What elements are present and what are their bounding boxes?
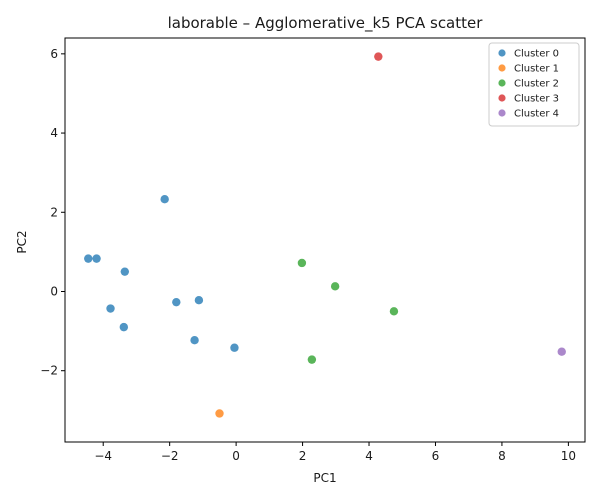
y-axis-label: PC2 xyxy=(15,230,29,253)
x-tick-label: 8 xyxy=(498,449,506,463)
legend-marker xyxy=(498,94,506,102)
data-point xyxy=(215,409,224,418)
x-tick-label: 6 xyxy=(432,449,440,463)
legend-box xyxy=(488,42,580,127)
data-point xyxy=(297,258,307,268)
legend-entry: Cluster 1 xyxy=(514,64,559,75)
data-point xyxy=(557,347,566,356)
y-tick-label: 6 xyxy=(50,47,58,61)
data-point xyxy=(119,322,129,332)
data-point xyxy=(92,254,101,263)
data-point xyxy=(330,282,340,291)
legend-marker xyxy=(498,49,506,57)
legend-marker xyxy=(498,79,506,87)
x-tick-label: 10 xyxy=(561,449,576,463)
data-point xyxy=(190,336,199,345)
data-point xyxy=(120,267,130,276)
data-point xyxy=(194,296,204,305)
x-tick-label: 4 xyxy=(365,449,373,463)
chart-title: laborable – Agglomerative_k5 PCA scatter xyxy=(168,14,484,33)
series-cluster-0 xyxy=(84,195,239,352)
data-point xyxy=(172,297,181,307)
series-cluster-2 xyxy=(297,258,399,364)
legend-marker xyxy=(498,109,506,117)
y-tick-label: 0 xyxy=(50,284,58,298)
x-tick-label: −2 xyxy=(161,449,179,463)
y-tick-label: 4 xyxy=(50,126,58,140)
x-tick-label: 2 xyxy=(299,449,307,463)
plot-area: −4 −2 0 2 4 6 8 10 −2 0 2 4 6 xyxy=(40,37,586,463)
data-point xyxy=(84,254,93,263)
data-point xyxy=(230,343,239,352)
legend-entry: Cluster 4 xyxy=(514,109,559,120)
legend-entry: Cluster 3 xyxy=(514,94,559,105)
data-point xyxy=(374,52,383,61)
y-tick-label: −2 xyxy=(40,364,58,378)
data-point xyxy=(106,304,115,313)
legend-marker xyxy=(498,64,506,72)
y-tick-label: 2 xyxy=(50,205,58,219)
series-cluster-1 xyxy=(215,409,224,418)
x-tick-label: 0 xyxy=(232,449,240,463)
legend-entry: Cluster 0 xyxy=(514,49,559,60)
data-point xyxy=(160,195,169,204)
plot-frame xyxy=(64,37,586,443)
legend-entry: Cluster 2 xyxy=(514,79,559,90)
series-cluster-4 xyxy=(557,347,566,356)
data-point xyxy=(389,307,399,316)
legend: Cluster 0 Cluster 1 Cluster 2 Cluster 3 Clus… xyxy=(488,42,580,127)
x-tick-label: −4 xyxy=(94,449,112,463)
x-axis-label: PC1 xyxy=(313,471,336,485)
data-point xyxy=(307,355,317,364)
series-cluster-3 xyxy=(374,52,383,61)
